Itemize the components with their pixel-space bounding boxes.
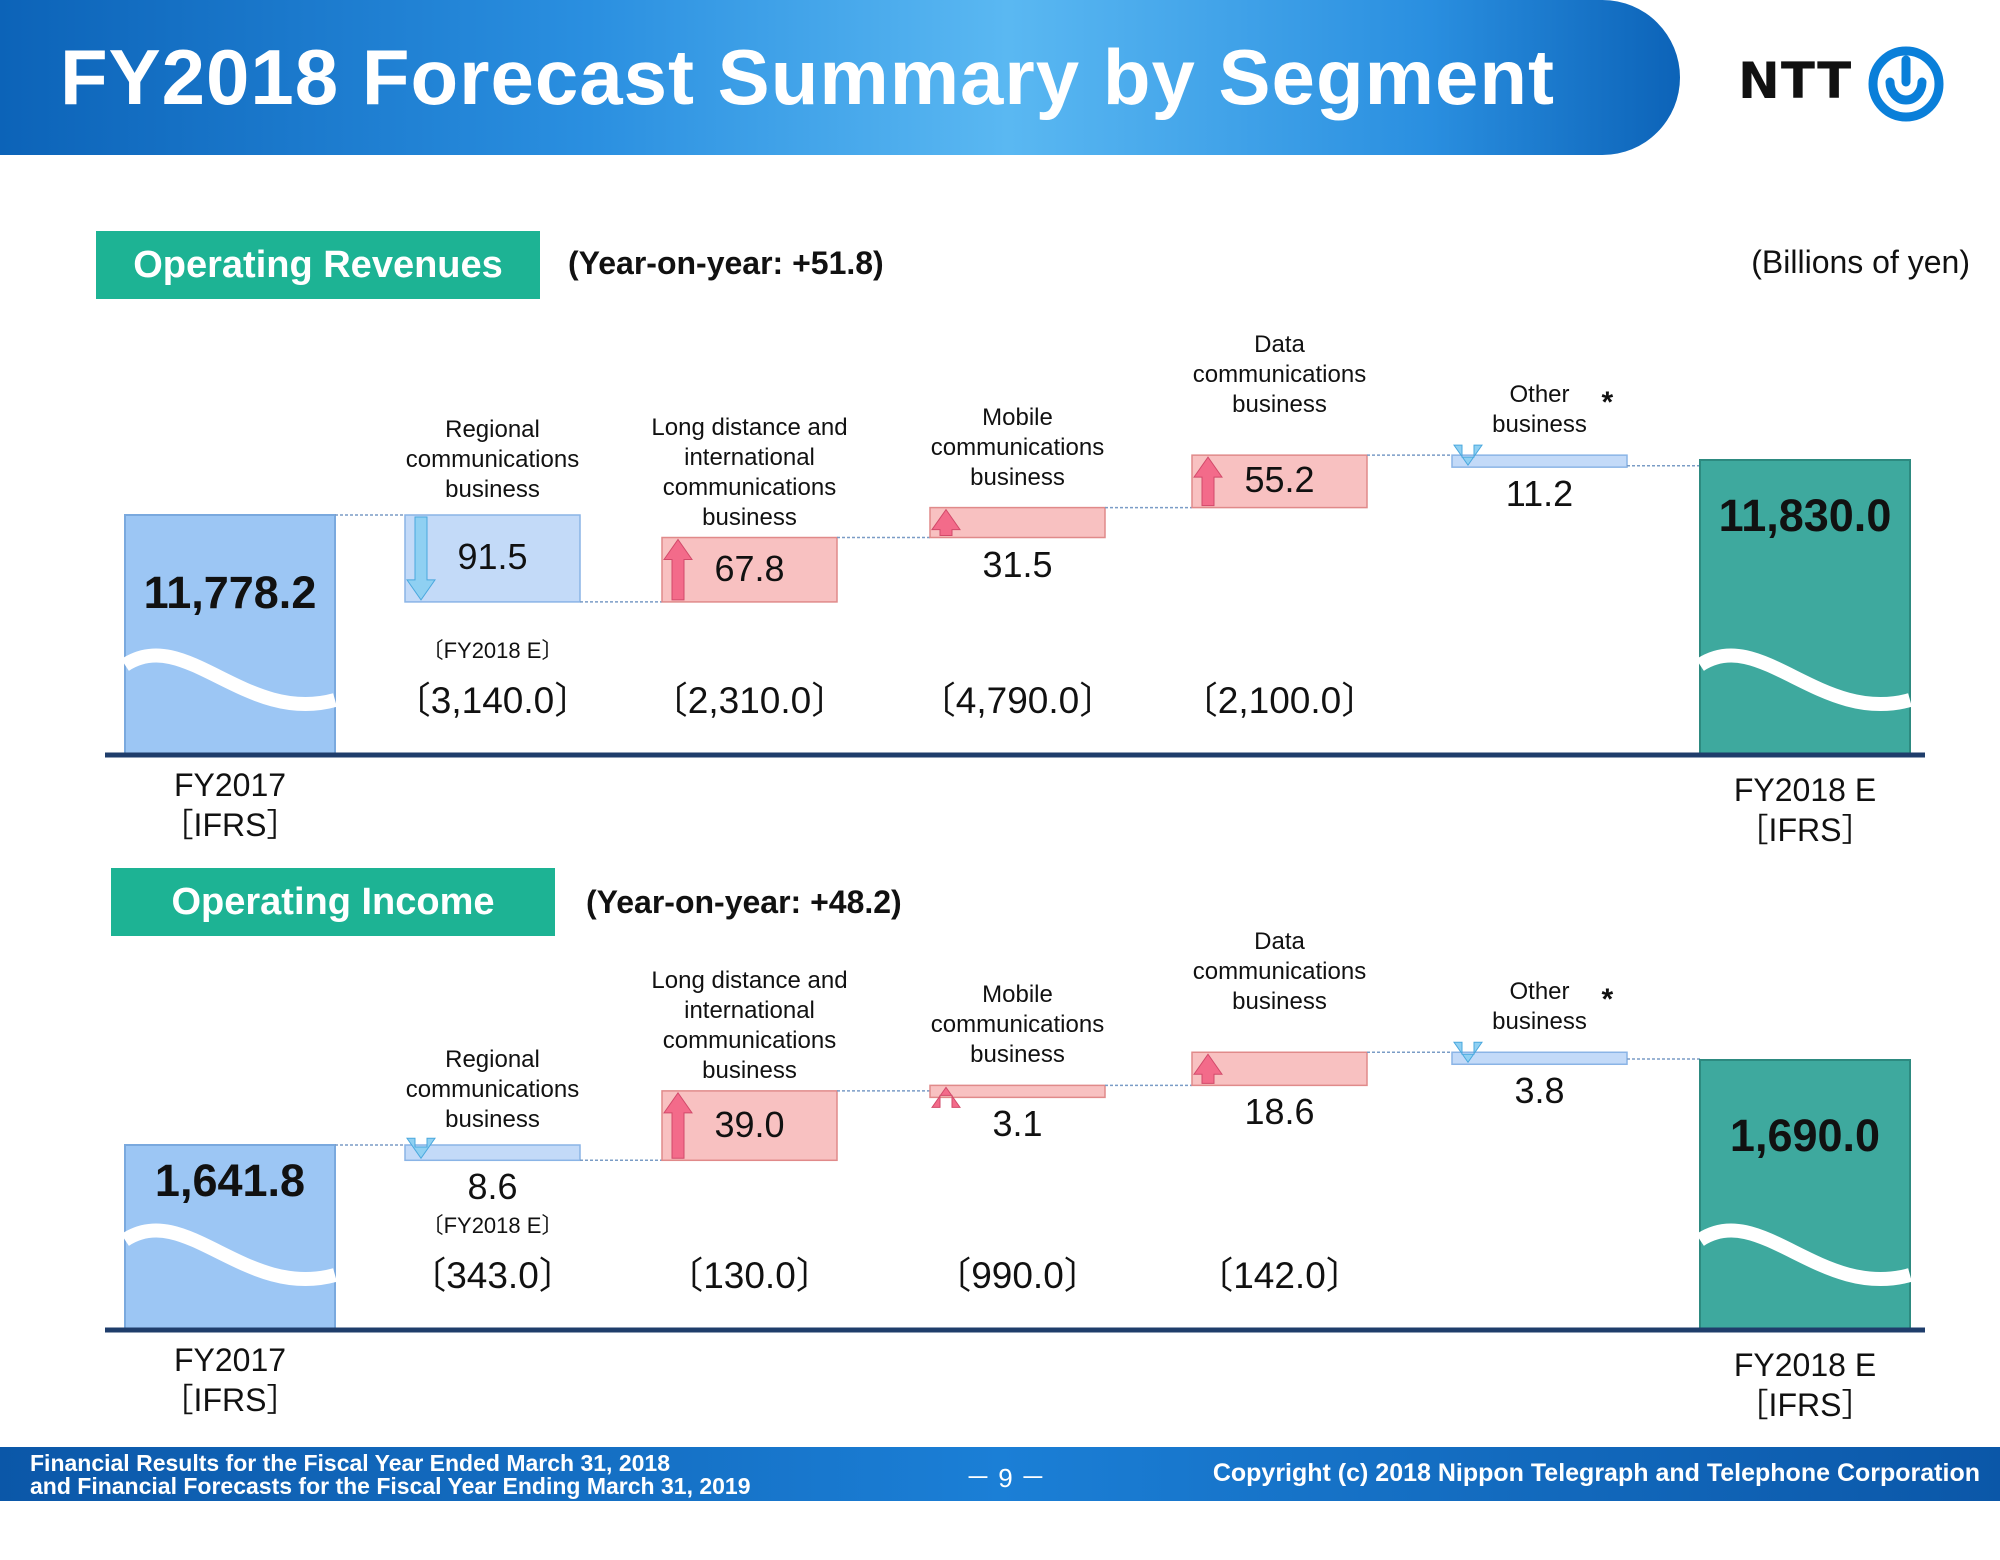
segment-label: Mobile communications business (930, 981, 1105, 1069)
end-year-label: FY2018 E ［IFRS］ (1705, 770, 1905, 850)
delta-value: 8.6 (467, 1166, 518, 1208)
down-arrow-icon (406, 516, 436, 601)
footer-line-2: and Financial Forecasts for the Fiscal Y… (30, 1473, 751, 1499)
end-year-label: FY2018 E ［IFRS］ (1705, 1345, 1905, 1425)
segment-forecast: 〔990.0〕 (934, 1255, 1101, 1296)
segment-label: Data communications business (1192, 928, 1367, 1016)
start-total-value: 11,778.2 (143, 567, 317, 618)
forecast-sub-label: 〔FY2018 E〕 (421, 638, 564, 663)
decrease-bar (1451, 454, 1628, 468)
up-arrow-icon (663, 1092, 693, 1159)
segment-label: Data communications business (1192, 331, 1367, 419)
segment-forecast: 〔2,310.0〕 (650, 680, 849, 721)
page-number: － 9 － (965, 1463, 1046, 1493)
end-basis: ［IFRS］ (1736, 812, 1874, 848)
segment-label: Regional communications business (405, 416, 580, 503)
start-year: FY2017 (173, 1342, 287, 1378)
units-label: (Billions of yen) (1751, 244, 1970, 280)
end-year: FY2018 E (1733, 1347, 1877, 1383)
segment-forecast: 〔343.0〕 (409, 1255, 576, 1296)
start-bar-wave (121, 648, 337, 712)
increase-bar (929, 1084, 1106, 1099)
asterisk-note: * (1601, 983, 1614, 1017)
end-bar-wave (1696, 648, 1912, 712)
start-bar (124, 514, 336, 756)
segment-forecast: 〔142.0〕 (1196, 1255, 1363, 1296)
delta-value: 39.0 (714, 1103, 785, 1145)
operating-income-chart: Regional communications business 8.6 〔343.0〕… (0, 928, 2000, 1560)
increase-bar (1191, 1051, 1368, 1087)
start-year: FY2017 (173, 767, 287, 803)
end-bar (1699, 1059, 1911, 1331)
start-basis: ［IFRS］ (161, 807, 299, 843)
delta-value: 18.6 (1244, 1091, 1315, 1133)
up-arrow-icon (1193, 456, 1223, 507)
forecast-sub-label: 〔FY2018 E〕 (421, 1213, 564, 1238)
start-bar-wave (121, 1223, 337, 1287)
copyright: Copyright (c) 2018 Nippon Telegraph and … (1212, 1459, 1980, 1487)
decrease-bar (1451, 1051, 1628, 1066)
down-arrow-icon (406, 1137, 436, 1160)
up-arrow-icon (663, 538, 693, 601)
segment-forecast: 〔2,100.0〕 (1180, 680, 1379, 721)
delta-value: 55.2 (1244, 459, 1315, 501)
start-basis: ［IFRS］ (161, 1382, 299, 1418)
ntt-logo: NTT (1738, 38, 1948, 128)
operating-revenues-badge: Operating Revenues (96, 231, 540, 299)
down-arrow-icon (1453, 444, 1483, 467)
end-basis: ［IFRS］ (1736, 1387, 1874, 1423)
segment-label: Mobile communications business (930, 403, 1105, 491)
delta-value: 91.5 (457, 536, 528, 578)
operating-income-badge: Operating Income (111, 868, 555, 936)
end-total-value: 11,830.0 (1718, 490, 1892, 541)
revenues-yoy: (Year-on-year: +51.8) (568, 245, 884, 281)
delta-value: 67.8 (714, 547, 785, 589)
start-year-label: FY2017 ［IFRS］ (130, 1340, 330, 1420)
increase-bar (929, 506, 1106, 539)
up-arrow-icon (931, 1086, 961, 1108)
income-yoy: (Year-on-year: +48.2) (586, 884, 902, 920)
page-title: FY2018 Forecast Summary by Segment (60, 33, 1555, 121)
decrease-bar (404, 514, 581, 603)
increase-bar (1191, 454, 1368, 509)
footer-report-title: Financial Results for the Fiscal Year En… (30, 1452, 751, 1498)
delta-value: 3.1 (992, 1103, 1043, 1145)
footer-line-1: Financial Results for the Fiscal Year En… (30, 1450, 671, 1476)
end-bar-wave (1696, 1223, 1912, 1287)
delta-value: 31.5 (982, 543, 1053, 585)
waterfall-svg (105, 1041, 1925, 1333)
asterisk-note: * (1601, 386, 1614, 420)
logo-text: NTT (1738, 52, 1853, 110)
end-year: FY2018 E (1733, 772, 1877, 808)
end-total-value: 1,690.0 (1729, 1110, 1881, 1161)
segment-label: Long distance and international communicat… (651, 966, 848, 1084)
up-arrow-icon (1193, 1053, 1223, 1084)
segment-forecast: 〔3,140.0〕 (393, 680, 592, 721)
up-arrow-icon (931, 508, 961, 537)
increase-bar (661, 1090, 838, 1162)
footer-bar: Financial Results for the Fiscal Year En… (0, 1447, 2000, 1501)
segment-forecast: 〔130.0〕 (666, 1255, 833, 1296)
increase-bar (661, 536, 838, 603)
segment-label: Long distance and international communicat… (651, 413, 848, 531)
delta-value: 3.8 (1514, 1070, 1565, 1112)
header-banner (0, 0, 1680, 155)
waterfall-svg (105, 444, 1925, 758)
start-year-label: FY2017 ［IFRS］ (130, 765, 330, 845)
segment-label: Other business (1492, 978, 1587, 1036)
start-total-value: 1,641.8 (154, 1155, 306, 1206)
operating-revenues-chart: Regional communications business 91.5 〔3,140… (0, 320, 2000, 940)
delta-value: 11.2 (1505, 473, 1574, 515)
down-arrow-icon (1453, 1041, 1483, 1064)
segment-forecast: 〔4,790.0〕 (918, 680, 1117, 721)
ntt-logo-icon (1868, 46, 1944, 122)
decrease-bar (404, 1144, 581, 1162)
segment-label: Regional communications business (405, 1046, 580, 1133)
segment-label: Other business (1492, 381, 1587, 439)
